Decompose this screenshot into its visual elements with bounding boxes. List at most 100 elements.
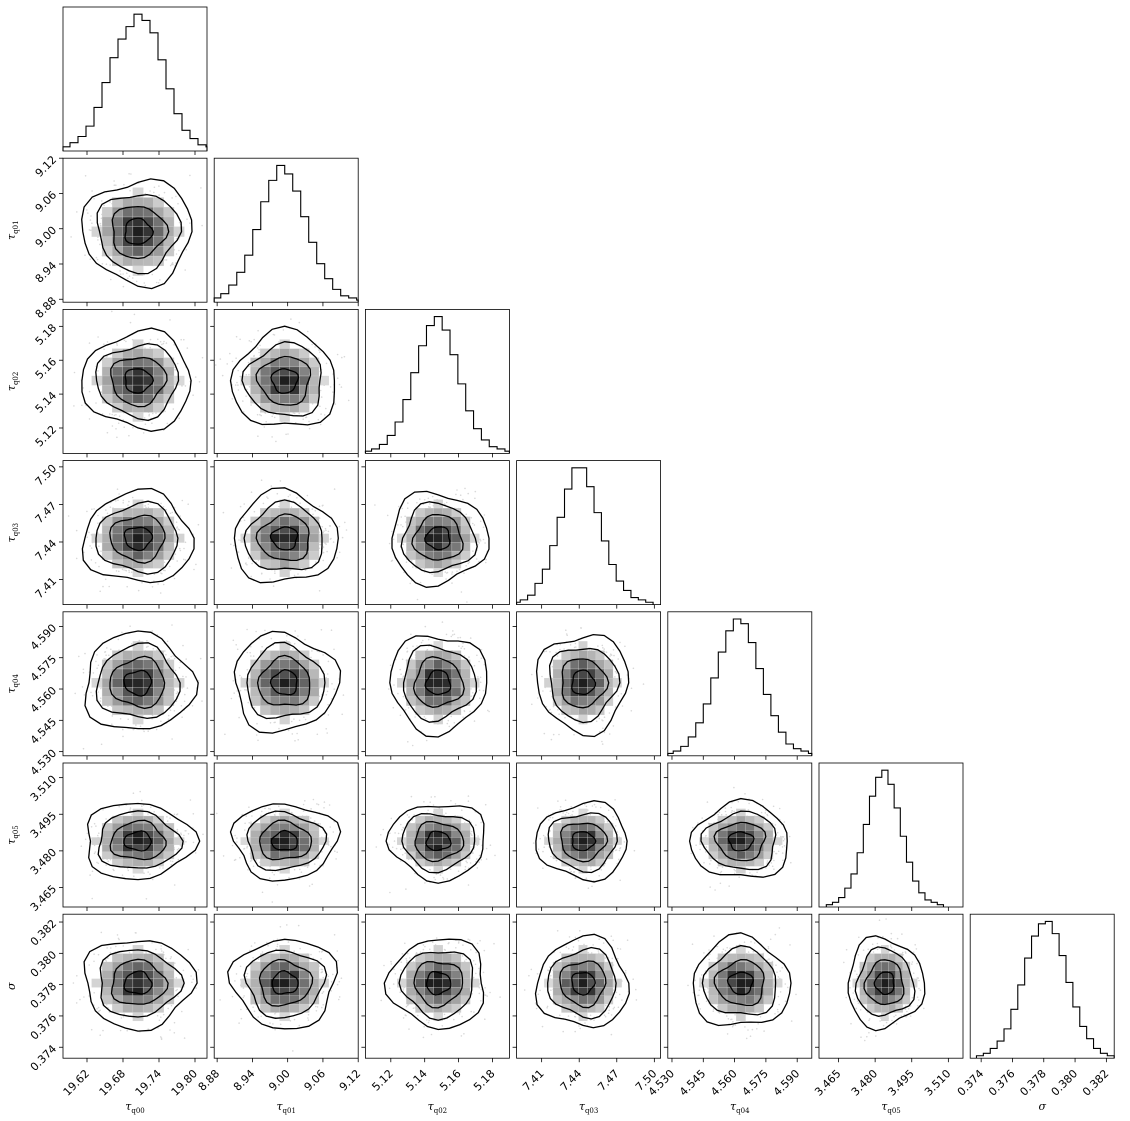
density-grid: [699, 945, 783, 1022]
panel-frame: [364, 611, 510, 757]
panel-frame: [364, 460, 510, 606]
panel-5-4: [663, 762, 813, 911]
contour-line: [243, 499, 323, 571]
panel-frame: [62, 6, 208, 152]
contour-line: [561, 658, 610, 709]
y-tick-label: 0.378: [28, 980, 59, 1011]
x-tick-label: 9.06: [302, 1067, 329, 1094]
panel-2-1: [210, 308, 359, 458]
panel-0-0: [62, 6, 208, 155]
x-axis-label: τq01: [276, 1100, 295, 1115]
y-tick-label: 5.14: [33, 389, 60, 416]
panel-frame: [667, 611, 813, 757]
panel-5-5: [818, 762, 964, 911]
y-axis-label: τq04: [5, 674, 20, 694]
x-axis-label: τq03: [579, 1100, 598, 1115]
x-axis-label: σ: [1038, 1100, 1046, 1113]
contour-line: [863, 959, 905, 1006]
x-axis-label: τq02: [428, 1100, 447, 1115]
x-tick-label: 7.44: [558, 1067, 585, 1094]
contour-line: [383, 938, 485, 1031]
y-tick-label: 4.575: [28, 653, 59, 684]
panel-6-0: 19.62 19.68 19.74 19.80 0.3740.3760.3780.380…: [5, 913, 208, 1115]
x-tick-label: 0.382: [1080, 1067, 1111, 1098]
density-grid: [91, 945, 185, 1022]
panel-4-2: [361, 611, 510, 760]
contour-line: [425, 830, 452, 852]
contour-line: [95, 342, 180, 422]
x-axis-label: τq00: [125, 1100, 144, 1115]
panel-frame: [62, 913, 208, 1059]
panel-frame: [818, 913, 964, 1059]
contour-line: [700, 810, 777, 871]
panel-5-3: [512, 762, 661, 911]
panel-frame: [213, 157, 359, 303]
panel-4-3: [512, 611, 661, 760]
contour-line: [424, 526, 451, 551]
y-tick-label: 4.590: [28, 621, 59, 652]
contour-line: [110, 356, 168, 408]
x-axis-label: τq05: [881, 1100, 900, 1115]
contour-line: [692, 932, 792, 1027]
contour-line: [547, 946, 617, 1020]
contour-line: [111, 205, 170, 260]
contour-line: [401, 813, 476, 874]
y-tick-label: 9.00: [33, 224, 60, 251]
x-axis-label: τq04: [730, 1100, 750, 1115]
contour-line: [269, 526, 299, 551]
panel-6-5: 3.465 3.480 3.495 3.510 τq05: [812, 913, 964, 1115]
contour-line: [873, 971, 895, 996]
panel-frame: [213, 913, 359, 1059]
contour-line: [255, 513, 310, 562]
contour-line: [109, 819, 167, 861]
panel-3-2: [361, 460, 510, 609]
panel-frame: [516, 913, 661, 1059]
density-grid: [544, 808, 622, 874]
x-tick-label: 7.41: [520, 1067, 547, 1094]
x-tick-label: 7.47: [595, 1067, 622, 1094]
y-tick-label: 5.18: [33, 321, 60, 348]
panel-5-2: [361, 762, 510, 911]
y-tick-label: 7.44: [33, 537, 60, 564]
x-tick-label: 5.14: [403, 1067, 430, 1094]
contour-line: [713, 958, 765, 1007]
density-grid: [91, 187, 185, 276]
density-grid: [91, 499, 185, 577]
contour-line: [229, 325, 336, 426]
contour-line: [571, 971, 596, 996]
x-tick-label: 9.12: [337, 1067, 364, 1094]
y-tick-label: 4.545: [28, 715, 59, 746]
panel-4-4: [667, 611, 813, 760]
contour-line: [271, 970, 299, 995]
contour-line: [269, 669, 298, 696]
contour-line: [412, 656, 465, 708]
contour-line: [83, 940, 198, 1032]
x-tick-label: 5.12: [369, 1067, 396, 1094]
contour-line: [95, 500, 179, 575]
y-tick-label: 8.94: [33, 259, 60, 286]
y-tick-label: 0.382: [28, 917, 59, 948]
contour-line: [560, 822, 609, 863]
x-tick-label: 19.74: [133, 1067, 164, 1098]
x-tick-label: 19.80: [169, 1067, 200, 1098]
density-grid: [699, 808, 783, 874]
y-tick-label: 9.12: [33, 153, 60, 180]
x-tick-label: 0.376: [986, 1067, 1017, 1098]
x-tick-label: 3.465: [812, 1067, 843, 1098]
panel-frame: [62, 157, 208, 303]
panel-2-2: [364, 308, 510, 458]
contour-line: [256, 654, 311, 706]
density-grid: [91, 641, 185, 725]
contour-line: [385, 805, 485, 884]
contour-line: [110, 958, 169, 1005]
x-tick-label: 3.510: [922, 1067, 953, 1098]
contour-line: [535, 633, 630, 738]
y-tick-label: 7.47: [33, 499, 60, 526]
contour-line: [123, 970, 153, 995]
panel-3-3: [516, 460, 661, 609]
contour-line: [424, 669, 452, 696]
y-tick-label: 0.374: [28, 1042, 59, 1073]
contour-line: [124, 217, 154, 245]
panel-frame: [213, 762, 359, 908]
